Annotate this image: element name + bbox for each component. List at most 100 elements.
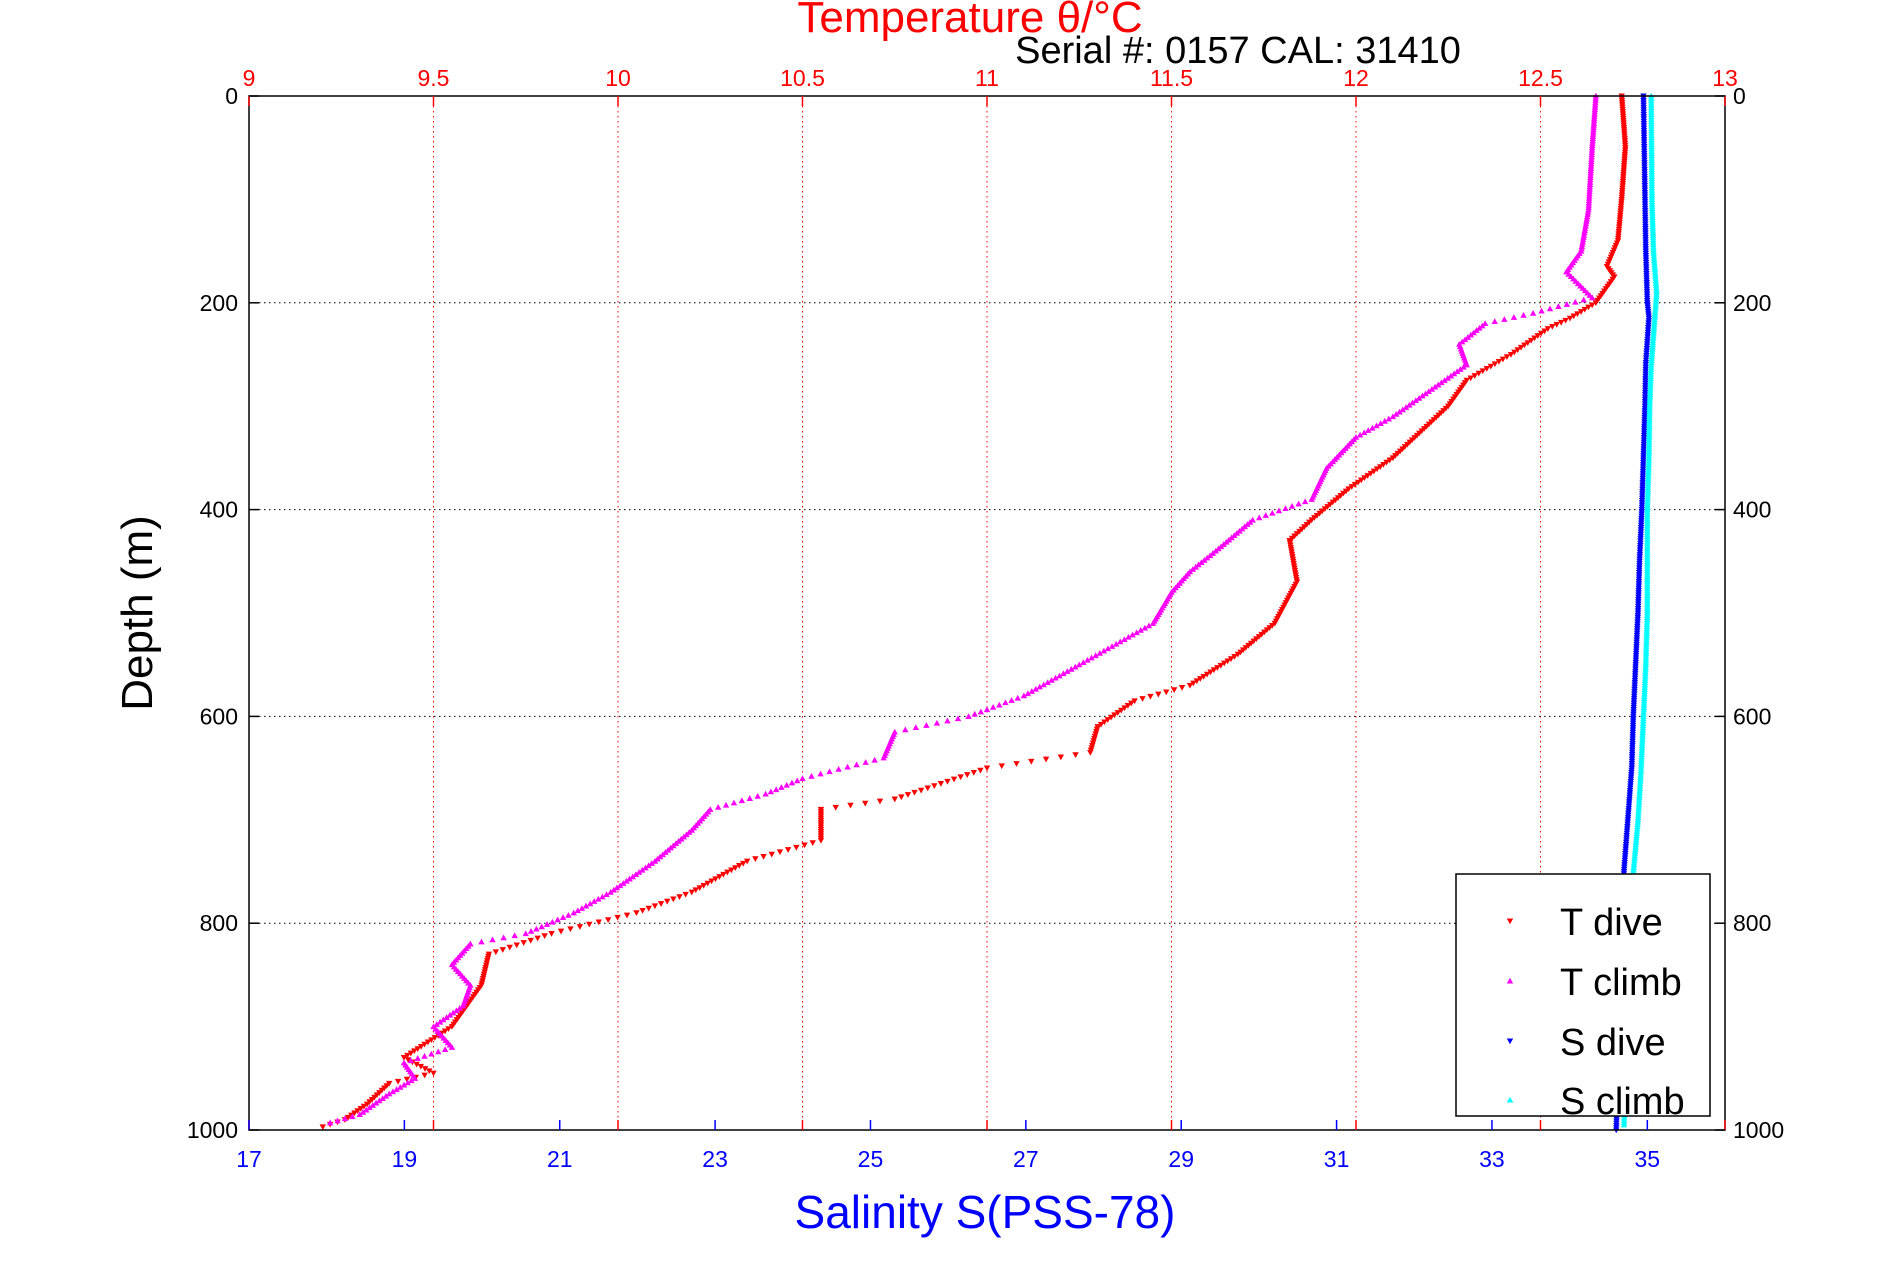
temperature-marker — [1470, 329, 1477, 336]
temperature-marker — [891, 796, 898, 803]
temperature-marker — [1224, 658, 1231, 665]
salinity-tick-label: 17 — [236, 1146, 262, 1172]
temperature-marker — [1295, 500, 1302, 507]
temperature-marker — [574, 907, 582, 914]
temperature-marker — [446, 1011, 454, 1018]
temperature-marker — [688, 889, 695, 896]
temperature-marker — [1521, 342, 1528, 349]
temperature-marker — [1385, 415, 1392, 422]
temperature-marker — [1538, 307, 1545, 314]
temperature-marker — [1581, 227, 1588, 233]
temperature-marker — [1585, 206, 1592, 213]
temperature-marker — [426, 1068, 433, 1075]
temperature-marker — [1583, 215, 1591, 222]
temperature-marker — [1348, 484, 1355, 490]
temperature-marker — [404, 1052, 411, 1059]
temperature-marker — [354, 1108, 361, 1114]
temperature-marker — [964, 772, 971, 778]
temperature-marker — [359, 1108, 367, 1115]
temperature-marker — [411, 1048, 418, 1055]
temperature-marker — [1483, 366, 1491, 372]
temperature-marker — [931, 783, 938, 790]
temperature-marker — [1580, 231, 1588, 238]
temperature-marker — [1510, 314, 1518, 320]
temperature-marker — [1438, 379, 1445, 386]
temperature-marker — [424, 1039, 432, 1046]
temperature-marker — [1579, 236, 1587, 243]
temperature-marker — [1301, 498, 1309, 505]
temperature-marker — [1584, 208, 1592, 215]
temperature-marker — [1256, 514, 1263, 521]
temperature-marker — [1308, 496, 1315, 502]
temperature-marker — [1227, 656, 1235, 662]
y-axis-label: Depth (m) — [113, 515, 162, 711]
temperature-marker — [1288, 502, 1296, 509]
temperature-marker — [1584, 213, 1591, 220]
temperature-marker — [1114, 710, 1122, 716]
temperature-marker — [1549, 324, 1556, 330]
temperature-marker — [1214, 665, 1221, 671]
temperature-marker — [1262, 512, 1269, 518]
temperature-marker — [407, 1050, 415, 1057]
depth-tick-label-right: 800 — [1733, 910, 1771, 936]
temperature-marker — [527, 937, 534, 944]
temperature-tick-label: 11 — [975, 65, 999, 91]
temperature-marker — [1541, 328, 1548, 335]
legend-marker — [1506, 1096, 1514, 1103]
temperature-marker — [616, 882, 624, 889]
temperature-marker — [635, 869, 643, 875]
temperature-marker — [1491, 361, 1499, 368]
temperature-marker — [1419, 392, 1426, 399]
temperature-marker — [417, 1043, 425, 1050]
temperature-marker — [1479, 368, 1487, 375]
temperature-marker — [1517, 344, 1525, 351]
temperature-marker — [414, 1046, 421, 1052]
temperature-marker — [965, 713, 972, 719]
ticks: 9 9.5 10 10.5 11 11.5 12 12.5 13 17 19 21 23 25 27 29 31… — [187, 65, 1784, 1172]
temperature-marker — [403, 1076, 411, 1083]
temperature-marker — [1036, 683, 1043, 690]
temperature-marker — [500, 934, 507, 941]
temperature-marker — [1072, 663, 1079, 670]
temperature-marker — [1068, 665, 1075, 672]
temperature-marker — [548, 930, 555, 937]
temperature-marker — [1121, 705, 1128, 712]
temperature-marker — [1198, 559, 1205, 566]
temperature-marker — [407, 1057, 415, 1064]
temperature-marker — [1392, 411, 1400, 417]
temperature-marker — [1155, 691, 1162, 698]
legend-label: S dive — [1560, 1022, 1666, 1064]
temperature-marker — [595, 895, 602, 902]
temperature-marker — [1406, 401, 1413, 408]
temperature-marker — [944, 778, 951, 785]
temperature-marker — [565, 911, 572, 918]
temperature-marker — [404, 1079, 411, 1086]
temperature-tick-label: 12 — [1343, 65, 1369, 91]
temperature-marker — [372, 1099, 380, 1106]
temperature-marker — [456, 1005, 463, 1011]
temperature-marker — [730, 799, 738, 806]
temperature-marker — [1269, 509, 1276, 516]
temperature-marker — [817, 770, 824, 777]
temperature-marker — [1476, 324, 1483, 331]
temperature-marker — [983, 765, 991, 772]
temperature-marker — [614, 914, 621, 921]
temperature-marker — [1210, 667, 1218, 674]
temperature-marker — [1200, 673, 1207, 680]
temperature-marker — [1125, 633, 1132, 640]
legend-marker — [1506, 1038, 1514, 1045]
temperature-marker — [1544, 326, 1552, 332]
temperature-marker — [633, 910, 640, 917]
salinity-tick-label: 35 — [1635, 1146, 1661, 1172]
temperature-marker — [1201, 556, 1208, 563]
temperature-marker — [522, 930, 529, 937]
temperature-marker — [1475, 370, 1482, 377]
temperature-marker — [954, 715, 962, 722]
temperature-marker — [1048, 677, 1055, 683]
temperature-marker — [1186, 682, 1194, 689]
temperature-marker — [441, 1028, 449, 1035]
temperature-marker — [1373, 466, 1381, 473]
temperature-marker — [736, 863, 743, 869]
temperature-marker — [902, 726, 909, 733]
